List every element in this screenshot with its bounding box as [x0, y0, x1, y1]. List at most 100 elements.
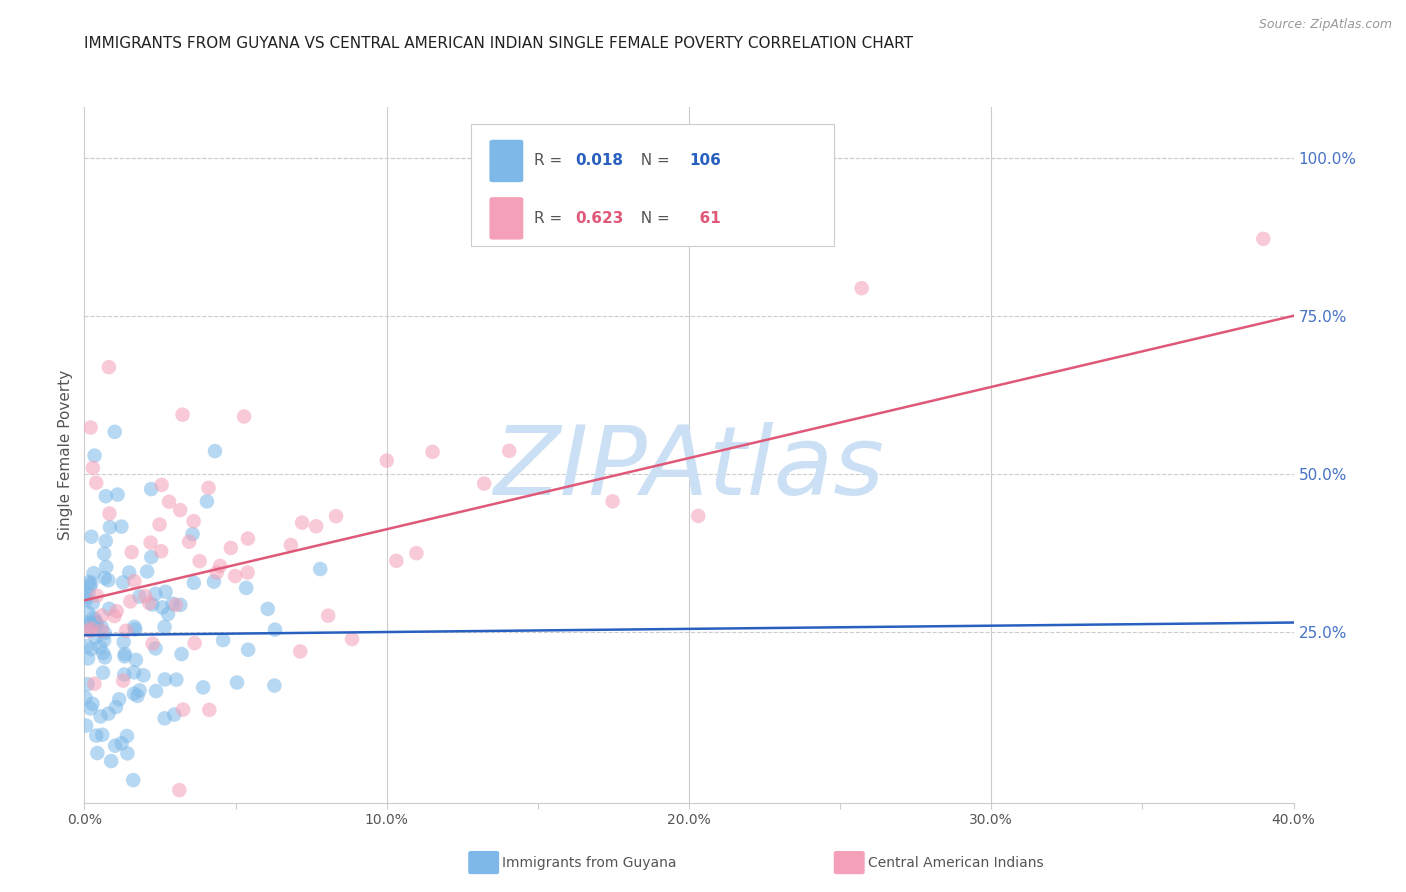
- Point: [79, 579, 101, 593]
- Point: [132, 668, 155, 682]
- Point: [117, 747, 139, 761]
- Point: [127, 689, 149, 703]
- Point: [141, 550, 163, 565]
- Point: [236, 642, 259, 657]
- Point: [121, 545, 143, 559]
- Point: [89, 640, 111, 654]
- Point: [163, 707, 186, 722]
- Point: [290, 644, 312, 658]
- Point: [235, 581, 257, 595]
- Point: [84, 729, 107, 743]
- Point: [233, 409, 256, 424]
- Point: [209, 558, 232, 573]
- Point: [90, 709, 112, 723]
- Point: [82, 460, 104, 475]
- Point: [76, 677, 98, 691]
- Point: [305, 519, 328, 533]
- Text: 0.623: 0.623: [575, 211, 624, 226]
- Point: [280, 538, 302, 552]
- Point: [165, 598, 187, 612]
- Point: [76, 620, 98, 634]
- Point: [172, 408, 194, 422]
- Point: [291, 516, 314, 530]
- Point: [150, 600, 173, 615]
- Text: N =: N =: [631, 153, 675, 169]
- Point: [340, 632, 363, 646]
- Point: [150, 478, 173, 492]
- Point: [309, 562, 332, 576]
- Point: [197, 481, 219, 495]
- Point: [80, 530, 103, 544]
- Y-axis label: Single Female Poverty: Single Female Poverty: [58, 370, 73, 540]
- Point: [84, 630, 107, 644]
- Point: [224, 569, 246, 583]
- FancyBboxPatch shape: [489, 197, 523, 240]
- Point: [104, 739, 127, 753]
- Point: [148, 517, 170, 532]
- Point: [472, 476, 495, 491]
- Point: [162, 597, 184, 611]
- Point: [195, 494, 218, 508]
- Point: [122, 665, 145, 680]
- Point: [316, 608, 339, 623]
- Point: [169, 783, 191, 797]
- Point: [73, 615, 96, 630]
- Point: [141, 636, 163, 650]
- Point: [145, 641, 167, 656]
- Point: [498, 443, 520, 458]
- Point: [111, 575, 134, 590]
- Point: [264, 623, 287, 637]
- Point: [79, 701, 101, 715]
- Point: [90, 608, 112, 623]
- Point: [165, 673, 187, 687]
- Point: [204, 444, 226, 458]
- Point: [128, 590, 150, 604]
- Point: [263, 679, 285, 693]
- Point: [136, 565, 159, 579]
- Point: [77, 617, 100, 632]
- Point: [91, 646, 114, 660]
- Point: [96, 560, 118, 574]
- Point: [75, 718, 97, 732]
- Point: [94, 533, 117, 548]
- Point: [93, 625, 115, 640]
- Point: [153, 711, 176, 725]
- Point: [93, 633, 115, 648]
- Point: [181, 527, 204, 541]
- Point: [77, 651, 100, 665]
- Point: [405, 546, 427, 560]
- Point: [75, 592, 97, 607]
- Point: [112, 673, 135, 688]
- Point: [422, 445, 444, 459]
- Point: [170, 647, 193, 661]
- Point: [602, 494, 624, 508]
- Point: [153, 620, 176, 634]
- Point: [114, 649, 136, 664]
- Point: [98, 507, 121, 521]
- Point: [100, 754, 122, 768]
- Point: [219, 541, 242, 555]
- Point: [120, 594, 142, 608]
- Point: [205, 566, 228, 580]
- Text: ZIPAtlas: ZIPAtlas: [494, 422, 884, 516]
- Point: [79, 574, 101, 589]
- Point: [128, 683, 150, 698]
- Point: [83, 566, 105, 581]
- Text: Source: ZipAtlas.com: Source: ZipAtlas.com: [1258, 18, 1392, 31]
- Point: [150, 544, 173, 558]
- Point: [75, 690, 97, 705]
- Point: [77, 587, 100, 601]
- Point: [236, 566, 259, 580]
- Point: [124, 620, 146, 634]
- Point: [172, 703, 194, 717]
- Point: [108, 692, 131, 706]
- Point: [80, 622, 103, 636]
- Text: Immigrants from Guyana: Immigrants from Guyana: [502, 855, 676, 870]
- Point: [169, 503, 191, 517]
- Point: [84, 615, 107, 630]
- FancyBboxPatch shape: [489, 140, 523, 182]
- Point: [124, 574, 146, 588]
- Text: 106: 106: [689, 153, 721, 169]
- Text: N =: N =: [631, 211, 675, 226]
- Point: [77, 606, 100, 620]
